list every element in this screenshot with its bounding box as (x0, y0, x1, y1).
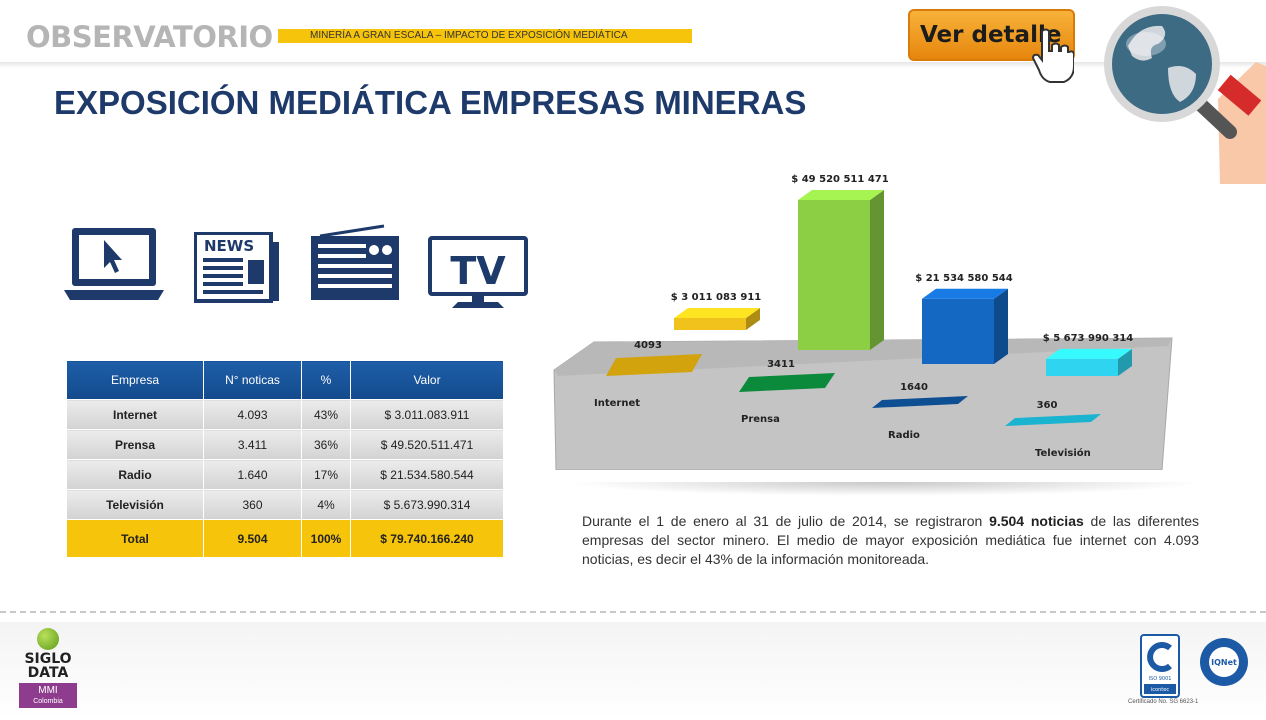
cell-valor: $ 5.673.990.314 (350, 489, 504, 520)
total-noticias: 9.504 (203, 519, 302, 558)
footer (0, 622, 1266, 720)
bar-valor-front (798, 200, 870, 350)
label-valor: $ 49 520 511 471 (791, 174, 888, 185)
table-row: Radio 1.640 17% $ 21.534.580.544 (66, 459, 504, 490)
header-empresa: Empresa (66, 360, 204, 400)
label-valor: $ 5 673 990 314 (1043, 333, 1134, 344)
bar-valor-front (1046, 358, 1118, 376)
chart-floor-plane (553, 337, 1173, 470)
header-divider (0, 62, 1266, 68)
description-text: Durante el 1 de enero al 31 de julio de … (582, 512, 1199, 569)
tv-icon: TV (428, 236, 528, 308)
label-valor: $ 3 011 083 911 (671, 292, 762, 303)
siglo-data-logo: SIGLO DATA MMI Colombia (19, 628, 77, 708)
description-part1: Durante el 1 de enero al 31 de julio de … (582, 513, 990, 529)
bar-valor-side (870, 190, 884, 350)
cell-pct: 17% (301, 459, 351, 490)
header-valor: Valor (350, 360, 504, 400)
cell-pct: 36% (301, 429, 351, 460)
icontec-cert-icon: ISO 9001 icontec (1140, 634, 1180, 698)
bar-noticias (1005, 414, 1101, 426)
chart-shadow (565, 482, 1205, 496)
cell-noticias: 360 (203, 489, 302, 520)
data-table: Empresa N° noticas % Valor Internet 4.09… (66, 360, 504, 558)
cell-valor: $ 3.011.083.911 (350, 399, 504, 430)
cell-empresa: Prensa (66, 429, 204, 460)
newspaper-icon: NEWS (194, 232, 279, 303)
siglo-data-ball-icon (37, 628, 59, 650)
logo-line1: SIGLO (24, 651, 72, 667)
label-noticias: 3411 (767, 359, 795, 370)
cell-noticias: 3.411 (203, 429, 302, 460)
cert-number: Certificado No. SG 6623-1 (1128, 699, 1199, 705)
total-valor: $ 79.740.166.240 (350, 519, 504, 558)
category-label: Prensa (741, 414, 780, 425)
cert-iso-label: ISO 9001 (1149, 676, 1172, 682)
total-pct: 100% (301, 519, 351, 558)
radio-icon (311, 224, 399, 300)
description-bold: 9.504 noticias (989, 513, 1084, 529)
pointer-hand-icon (1031, 28, 1074, 83)
footer-divider (0, 611, 1266, 613)
cell-empresa: Internet (66, 399, 204, 430)
bar-valor-side (1118, 348, 1132, 376)
cert-iqnet-label: IQNet (1211, 658, 1237, 667)
table-total-row: Total 9.504 100% $ 79.740.166.240 (66, 519, 504, 558)
chart-floor-edge (554, 338, 1172, 376)
total-empresa: Total (66, 519, 204, 558)
bar-valor-top (922, 288, 1008, 299)
logo-country: Colombia (19, 698, 77, 708)
label-valor: $ 21 534 580 544 (915, 273, 1012, 284)
bar-valor-side (746, 308, 760, 330)
subtitle-band: MINERÍA A GRAN ESCALA – IMPACTO DE EXPOS… (278, 29, 692, 43)
magnifier-globe-icon (1104, 6, 1266, 184)
bar-valor-front (922, 298, 994, 364)
page-title: EXPOSICIÓN MEDIÁTICA EMPRESAS MINERAS (54, 84, 807, 121)
cell-noticias: 4.093 (203, 399, 302, 430)
bar-valor-side (994, 288, 1008, 364)
category-label: Radio (888, 430, 920, 441)
cell-pct: 4% (301, 489, 351, 520)
header-pct: % (301, 360, 351, 400)
cell-valor: $ 21.534.580.544 (350, 459, 504, 490)
bar-valor-front (674, 318, 746, 330)
cell-empresa: Televisión (66, 489, 204, 520)
bar-valor-top (674, 308, 760, 318)
bar-valor-top (1046, 348, 1132, 359)
logo-mmi: MMI (19, 683, 77, 698)
cell-pct: 43% (301, 399, 351, 430)
iqnet-cert-icon: IQNet (1200, 638, 1248, 686)
logo-line2: DATA (27, 665, 69, 681)
category-label: Internet (594, 398, 640, 409)
tv-label: TV (450, 249, 506, 293)
brand-logo-text: OBSERVATORIO (26, 20, 273, 54)
table-row: Televisión 360 4% $ 5.673.990.314 (66, 489, 504, 520)
laptop-icon (64, 228, 164, 300)
table-row: Internet 4.093 43% $ 3.011.083.911 (66, 399, 504, 430)
media-bar-chart: $ 3 011 083 911 $ 49 520 511 471 $ 21 534 … (553, 174, 1173, 470)
subtitle-text: MINERÍA A GRAN ESCALA – IMPACTO DE EXPOS… (310, 30, 628, 41)
table-header-row: Empresa N° noticas % Valor (66, 360, 504, 400)
bar-valor-top (798, 190, 884, 200)
bar-noticias (606, 354, 702, 376)
label-noticias: 4093 (634, 340, 662, 351)
description-part2: de las diferentes empresas del sector mi… (582, 513, 1200, 567)
cell-valor: $ 49.520.511.471 (350, 429, 504, 460)
table-row: Prensa 3.411 36% $ 49.520.511.471 (66, 429, 504, 460)
label-noticias: 360 (1037, 400, 1058, 411)
bar-noticias (872, 396, 968, 408)
label-noticias: 1640 (900, 382, 928, 393)
bar-noticias (739, 372, 835, 392)
category-label: Televisión (1035, 447, 1091, 459)
newspaper-label: NEWS (204, 237, 254, 255)
cell-empresa: Radio (66, 459, 204, 490)
cell-noticias: 1.640 (203, 459, 302, 490)
cert-org-label: icontec (1151, 687, 1169, 693)
header-noticias: N° noticas (203, 360, 302, 400)
